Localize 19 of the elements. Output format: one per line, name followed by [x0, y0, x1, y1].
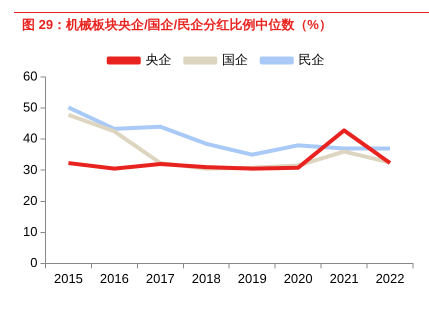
- x-tick-label: 2017: [146, 270, 175, 286]
- y-tick-label: 50: [22, 100, 38, 115]
- y-tick-label: 20: [22, 192, 38, 208]
- y-tick-label: 60: [22, 68, 38, 84]
- x-tick-label: 2022: [376, 270, 404, 286]
- legend-label: 民企: [298, 52, 324, 68]
- x-tick-label: 2016: [100, 270, 129, 286]
- x-tick-label: 2020: [284, 270, 313, 286]
- x-tick-label: 2021: [330, 270, 359, 286]
- y-tick-label: 30: [22, 162, 38, 177]
- chart-title: 图 29：机械板块央企/国企/民企分红比例中位数（%）: [22, 16, 332, 34]
- x-tick-label: 2018: [192, 270, 221, 286]
- y-tick-label: 40: [22, 130, 38, 146]
- legend-label: 央企: [145, 52, 172, 68]
- x-tick-label: 2015: [54, 270, 83, 286]
- y-tick-label: 10: [22, 224, 38, 239]
- y-tick-label: 0: [30, 254, 38, 270]
- legend-label: 国企: [222, 52, 248, 68]
- x-tick-label: 2019: [238, 270, 267, 286]
